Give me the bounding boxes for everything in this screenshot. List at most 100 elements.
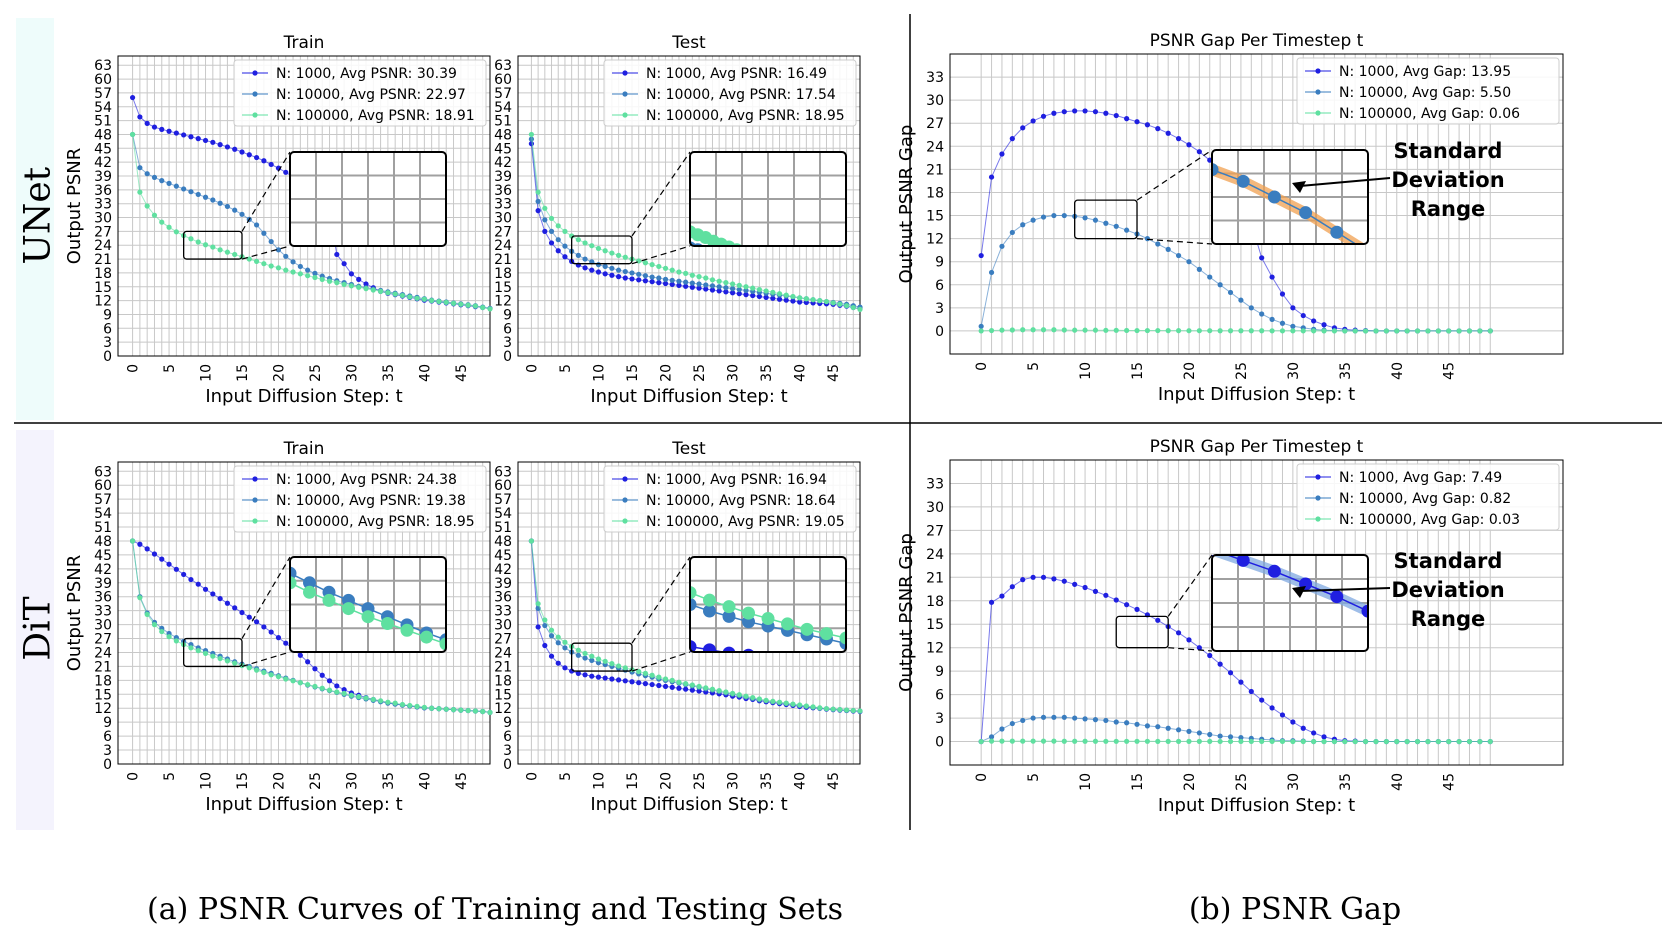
y-tick-label: 27 [926,116,944,132]
data-point-n10000 [736,286,742,293]
data-point-n100000 [1269,738,1275,745]
inset-data-point-n100000 [738,246,751,259]
data-point-n100000 [790,293,796,300]
data-point-n1000 [582,672,588,678]
data-point-n100000 [1352,328,1358,334]
legend-swatch-marker [622,70,628,76]
data-point-n100000 [850,707,856,714]
x-tick-label: 0 [524,772,540,781]
zoom-connector [1136,149,1213,201]
x-tick-label: 45 [1442,773,1458,791]
data-point-n1000 [319,672,325,678]
x-tick-label: 45 [826,364,842,382]
data-point-n100000 [723,280,729,286]
data-point-n10000 [978,323,984,329]
data-point-n1000 [1321,322,1327,328]
data-point-n100000 [763,697,769,703]
data-point-n100000 [1103,738,1109,744]
data-point-n100000 [305,681,311,688]
data-point-n100000 [1373,328,1379,334]
data-point-n100000 [1072,327,1078,333]
data-point-n100000 [709,686,716,692]
data-point-n1000 [356,276,362,282]
data-point-n1000 [181,132,187,138]
data-point-n1000 [1300,312,1306,319]
data-point-n1000 [232,146,238,152]
data-point-n100000 [709,277,716,283]
data-point-n10000 [1040,714,1047,720]
data-point-n1000 [1113,597,1119,603]
y-tick-label: 57 [94,86,112,102]
data-point-n10000 [210,197,216,203]
data-point-n1000 [978,252,984,259]
data-point-n10000 [555,640,561,646]
data-point-n1000 [723,289,729,295]
data-point-n10000 [689,280,695,286]
data-point-n10000 [1092,717,1099,723]
x-axis-label: Input Diffusion Step: t [205,386,402,407]
data-point-n100000 [129,131,136,138]
data-point-n10000 [662,276,669,282]
y-tick-label: 33 [494,197,512,213]
inset-data-point-n10000 [847,281,860,294]
data-point-n100000 [723,689,729,695]
data-point-n1000 [195,136,201,142]
data-point-n100000 [1040,738,1047,744]
data-point-n100000 [1134,738,1140,744]
data-point-n1000 [1061,578,1067,584]
data-point-n1000 [166,128,172,134]
y-tick-label: 51 [494,114,512,130]
y-tick-label: 30 [94,618,112,634]
data-point-n1000 [173,130,179,136]
inset-data-point-n1000 [738,263,751,276]
y-tick-label: 3 [103,335,112,351]
y-tick-label: 18 [926,594,944,610]
data-point-n1000 [803,299,809,306]
data-point-n1000 [1155,617,1161,623]
inset-data-point-n100000 [323,297,336,310]
data-point-n100000 [662,676,669,682]
data-point-n100000 [1124,738,1130,744]
data-point-n1000 [210,591,216,597]
data-point-n1000 [166,561,172,567]
inset-data-point-n100000 [742,606,755,620]
legend-swatch-marker [622,497,628,503]
data-point-n100000 [763,288,769,294]
legend-swatch-marker [1315,516,1321,522]
data-point-n100000 [1446,738,1452,745]
x-axis-label: Input Diffusion Step: t [590,386,787,407]
y-tick-label: 63 [494,464,512,480]
inset-data-point-n10000 [859,641,872,654]
data-point-n100000 [224,249,231,255]
data-point-n100000 [436,706,442,712]
x-tick-label: 25 [692,364,708,382]
data-point-n10000 [723,285,729,291]
x-tick-label: 10 [1078,773,1094,791]
panel-dit-train: 0369121518212427303336394245485154576063… [64,439,493,815]
data-point-n100000 [1435,328,1441,334]
legend-swatch-marker [252,112,258,118]
inset-data-point-n100000 [761,612,775,626]
data-point-n100000 [297,271,303,277]
legend-box [233,465,487,533]
inset-data-point-n10000 [1362,245,1375,258]
data-point-n1000 [776,296,783,302]
data-point-n10000 [548,228,555,234]
y-tick-label: 45 [94,548,112,564]
data-point-n100000 [210,244,216,250]
x-tick-label: 35 [381,364,397,382]
data-point-n10000 [159,178,165,184]
data-point-n100000 [1362,328,1369,334]
data-point-n10000 [195,191,201,198]
data-point-n100000 [1362,738,1369,745]
data-point-n100000 [1394,738,1400,745]
data-point-n10000 [1217,282,1223,288]
y-tick-label: 12 [926,641,944,657]
data-point-n1000 [144,546,150,552]
data-point-n100000 [589,653,595,659]
data-point-n100000 [1124,327,1130,334]
y-tick-label: 6 [503,729,512,745]
data-point-n100000 [1217,738,1223,745]
inset-data-point-n1000 [707,255,720,268]
zoom-connector [241,556,291,639]
